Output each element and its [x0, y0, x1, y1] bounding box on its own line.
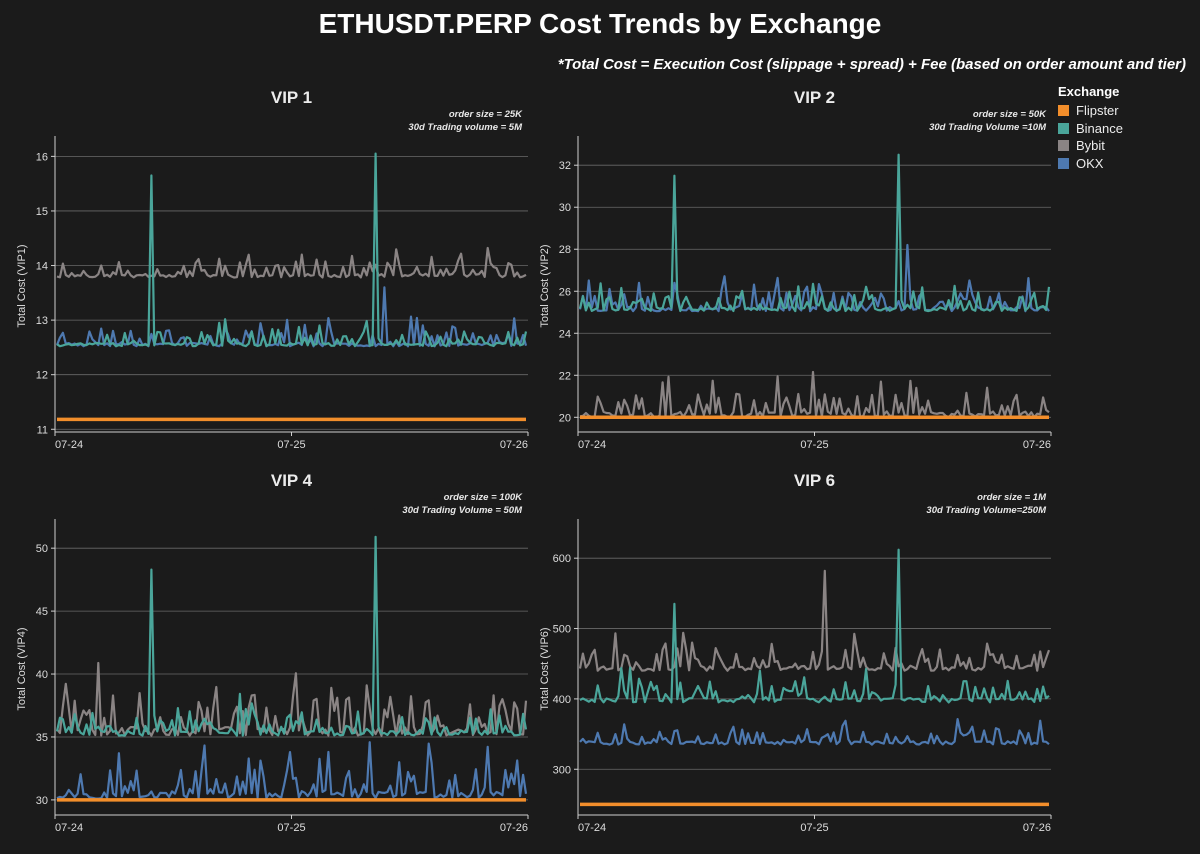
- y-tick-label: 14: [36, 261, 48, 273]
- series-line-binance: [580, 155, 1049, 311]
- panel-title: VIP 4: [271, 471, 313, 490]
- y-tick-label: 22: [559, 370, 571, 382]
- y-tick-label: 11: [37, 424, 48, 436]
- panel-note: order size = 25K: [449, 109, 523, 120]
- panel-title: VIP 6: [794, 471, 835, 490]
- cost-formula-note: *Total Cost = Execution Cost (slippage +…: [558, 56, 1186, 73]
- y-tick-label: 30: [36, 795, 48, 807]
- legend-label: OKX: [1076, 156, 1103, 171]
- y-tick-label: 20: [559, 412, 571, 424]
- legend-label: Binance: [1076, 121, 1123, 136]
- legend-label: Flipster: [1076, 103, 1119, 118]
- x-tick-label: 07-26: [1023, 439, 1051, 451]
- y-tick-label: 13: [36, 315, 48, 327]
- x-tick-label: 07-24: [578, 822, 606, 834]
- series-line-okx: [580, 719, 1049, 745]
- legend-swatch: [1058, 105, 1069, 116]
- legend-title: Exchange: [1058, 84, 1123, 99]
- legend-label: Bybit: [1076, 138, 1105, 153]
- legend-item-bybit[interactable]: Bybit: [1058, 137, 1123, 155]
- chart-panel-3: VIP 4 order size = 100K 30d Trading Volume…: [16, 471, 528, 834]
- panel-note: order size = 50K: [973, 109, 1047, 120]
- panel-title: VIP 2: [794, 88, 835, 107]
- x-tick-label: 07-26: [500, 822, 528, 834]
- y-tick-label: 32: [559, 160, 571, 172]
- panel-title: VIP 1: [271, 88, 312, 107]
- series-line-okx: [57, 742, 526, 798]
- x-tick-label: 07-24: [55, 439, 83, 451]
- y-tick-label: 28: [559, 244, 571, 256]
- panel-note: 30d Trading Volume =10M: [929, 122, 1047, 133]
- x-tick-label: 07-25: [277, 439, 305, 451]
- y-tick-label: 300: [553, 764, 571, 776]
- y-tick-label: 26: [559, 286, 571, 298]
- legend-swatch: [1058, 158, 1069, 169]
- x-tick-label: 07-25: [277, 822, 305, 834]
- y-axis-label: Total Cost (VIP4): [16, 627, 28, 710]
- y-tick-label: 30: [559, 202, 571, 214]
- legend-item-flipster[interactable]: Flipster: [1058, 102, 1123, 120]
- y-tick-label: 40: [36, 669, 48, 681]
- series-line-okx: [57, 287, 526, 346]
- y-tick-label: 16: [36, 151, 48, 163]
- panel-note: 30d Trading Volume=250M: [926, 505, 1047, 516]
- series-line-bybit: [580, 571, 1049, 671]
- y-axis-label: Total Cost (VIP1): [16, 244, 28, 327]
- panel-note: order size = 100K: [444, 492, 524, 503]
- legend-swatch: [1058, 140, 1069, 151]
- series-line-binance: [57, 154, 526, 347]
- legend-item-okx[interactable]: OKX: [1058, 155, 1123, 173]
- chart-panel-1: VIP 1 order size = 25K 30d Trading volume …: [16, 88, 528, 451]
- x-tick-label: 07-26: [500, 439, 528, 451]
- series-line-bybit: [57, 248, 526, 278]
- x-tick-label: 07-25: [800, 439, 828, 451]
- legend-swatch: [1058, 123, 1069, 134]
- chart-panel-4: VIP 6 order size = 1M 30d Trading Volume=2…: [539, 471, 1051, 834]
- charts-canvas: VIP 1 order size = 25K 30d Trading volume …: [0, 0, 1200, 854]
- y-tick-label: 12: [36, 370, 48, 382]
- y-tick-label: 45: [36, 606, 48, 618]
- series-line-bybit: [580, 372, 1049, 417]
- chart-panel-2: VIP 2 order size = 50K 30d Trading Volume …: [539, 88, 1051, 451]
- page-title: ETHUSDT.PERP Cost Trends by Exchange: [0, 8, 1200, 40]
- y-tick-label: 24: [559, 328, 571, 340]
- y-axis-label: Total Cost (VIP6): [539, 627, 551, 710]
- panel-note: 30d Trading volume = 5M: [408, 122, 523, 133]
- panel-note: order size = 1M: [977, 492, 1047, 503]
- x-tick-label: 07-24: [578, 439, 606, 451]
- x-tick-label: 07-26: [1023, 822, 1051, 834]
- y-tick-label: 400: [553, 694, 571, 706]
- x-tick-label: 07-25: [800, 822, 828, 834]
- x-tick-label: 07-24: [55, 822, 83, 834]
- y-axis-label: Total Cost (VIP2): [539, 244, 551, 327]
- y-tick-label: 35: [36, 732, 48, 744]
- panel-note: 30d Trading Volume = 50M: [402, 505, 523, 516]
- y-tick-label: 500: [553, 624, 571, 636]
- legend-item-binance[interactable]: Binance: [1058, 120, 1123, 138]
- series-line-binance: [580, 550, 1049, 703]
- legend: Exchange Flipster Binance Bybit OKX: [1058, 84, 1123, 172]
- y-tick-label: 15: [36, 206, 48, 218]
- y-tick-label: 600: [553, 553, 571, 565]
- y-tick-label: 50: [36, 543, 48, 555]
